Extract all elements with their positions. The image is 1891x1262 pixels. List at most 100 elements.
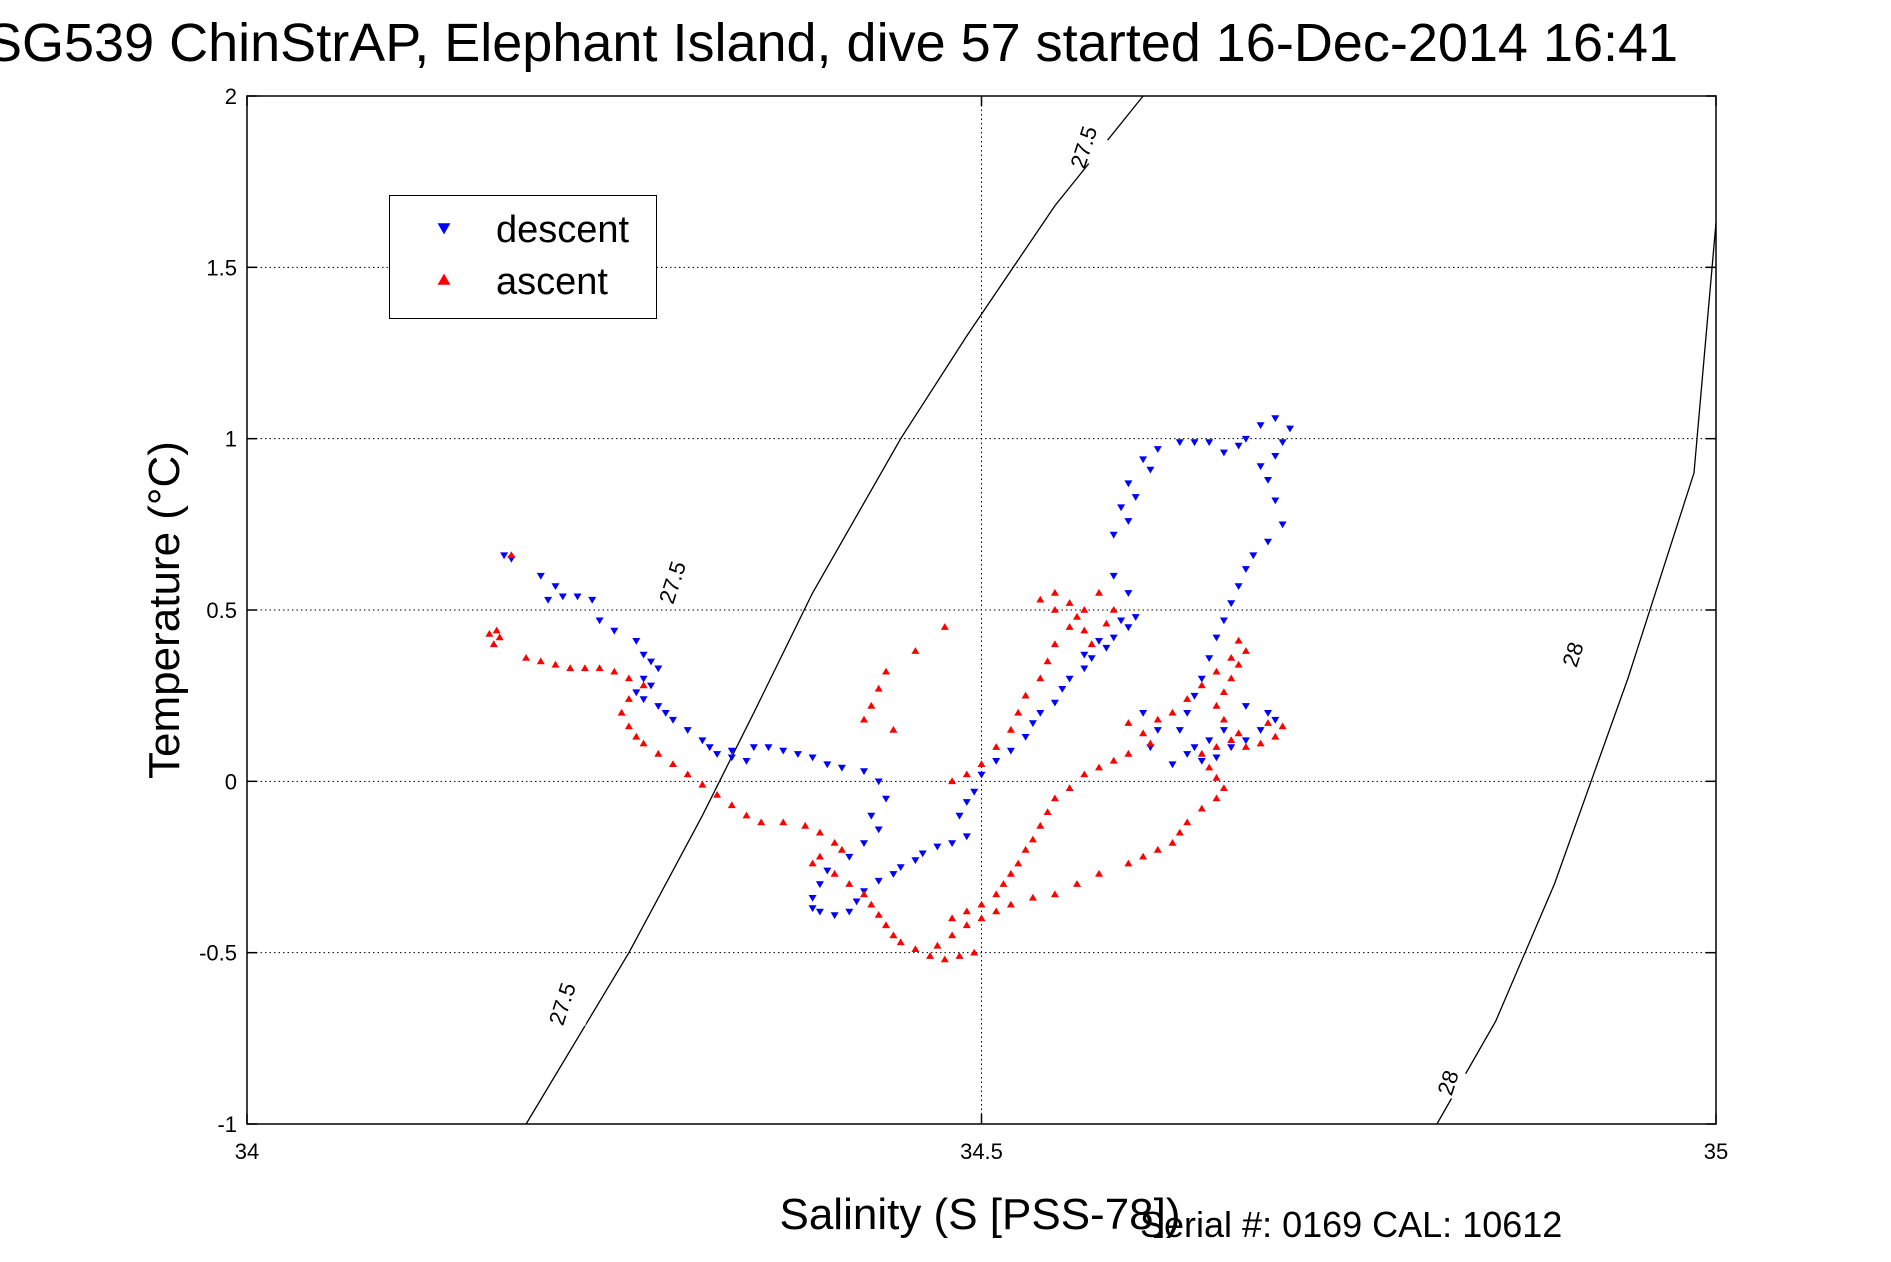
descent-point xyxy=(1271,716,1280,724)
descent-point xyxy=(852,898,861,906)
descent-point xyxy=(1241,737,1250,745)
legend-item-descent: descent xyxy=(390,208,656,254)
ascent-point xyxy=(845,880,854,887)
descent-point xyxy=(683,727,692,734)
descent-point xyxy=(1264,710,1272,717)
ascent-point xyxy=(610,667,619,675)
ascent-point xyxy=(999,880,1008,887)
ascent-point xyxy=(669,760,677,767)
ascent-point xyxy=(522,654,531,661)
ascent-point xyxy=(1168,708,1177,716)
ascent-point xyxy=(977,760,986,767)
descent-point xyxy=(1205,655,1214,662)
ascent-point xyxy=(948,931,957,939)
ascent-point xyxy=(992,890,1001,898)
ascent-point xyxy=(1021,845,1030,853)
descent-point xyxy=(500,552,509,560)
ascent-point xyxy=(896,938,905,946)
y-tick-label: -0.5 xyxy=(199,941,237,966)
descent-point xyxy=(1249,552,1258,560)
descent-point xyxy=(1219,617,1228,625)
ascent-point xyxy=(1271,732,1280,740)
isopycnal-label-bg xyxy=(1417,1060,1480,1105)
ascent-point xyxy=(1036,821,1045,829)
descent-point xyxy=(1175,439,1184,447)
ascent-point xyxy=(1212,667,1221,675)
descent-point xyxy=(610,627,619,635)
descent-point xyxy=(779,747,788,755)
ascent-point xyxy=(992,743,1001,750)
descent-point xyxy=(1087,655,1096,662)
descent-point xyxy=(874,826,883,834)
ascent-point xyxy=(911,647,920,654)
ascent-point xyxy=(1227,736,1236,743)
descent-point xyxy=(1271,453,1280,460)
descent-point xyxy=(647,658,655,666)
ascent-point xyxy=(1073,612,1081,620)
descent-point xyxy=(896,864,905,871)
ascent-point xyxy=(757,818,766,826)
ascent-point xyxy=(1241,647,1250,654)
ascent-point xyxy=(1197,804,1206,812)
descent-point xyxy=(970,788,979,796)
ascent-point xyxy=(874,911,883,918)
isopycnal-line xyxy=(525,95,1144,1125)
descent-point xyxy=(808,905,817,913)
ascent-point xyxy=(1234,660,1243,668)
descent-point xyxy=(1241,703,1250,710)
descent-point xyxy=(955,812,964,820)
descent-point xyxy=(1131,494,1140,501)
y-tick-label: 0 xyxy=(225,769,237,794)
descent-point xyxy=(705,744,714,752)
descent-point xyxy=(1271,415,1280,423)
descent-point xyxy=(830,912,839,919)
descent-point xyxy=(860,840,868,847)
ascent-point xyxy=(1256,739,1265,747)
descent-point xyxy=(654,665,663,673)
ascent-point xyxy=(495,633,504,641)
descent-point xyxy=(632,689,641,697)
ascent-point xyxy=(955,952,964,959)
x-tick-label: 35 xyxy=(1704,1139,1728,1164)
grid-lines xyxy=(247,96,1716,1124)
descent-point xyxy=(588,596,597,604)
ascent-point xyxy=(962,770,971,778)
ascent-point xyxy=(933,941,942,949)
descent-point xyxy=(933,843,942,851)
ascent-point xyxy=(683,770,692,778)
ascent-point xyxy=(926,952,935,959)
descent-point xyxy=(815,908,824,916)
descent-point xyxy=(558,593,567,601)
ascent-point xyxy=(1146,739,1155,747)
ascent-point xyxy=(1028,893,1037,901)
descent-point xyxy=(1168,761,1177,769)
ascent-point xyxy=(1043,808,1052,815)
ascent-point xyxy=(1219,688,1228,695)
ascent-point xyxy=(580,664,589,672)
ascent-point xyxy=(815,828,824,836)
descent-point xyxy=(992,758,1001,765)
ascent-point xyxy=(940,955,949,963)
descent-point xyxy=(815,881,824,889)
ascent-point xyxy=(1212,773,1221,781)
descent-point xyxy=(948,840,957,847)
ascent-point xyxy=(860,715,868,723)
descent-point xyxy=(1264,477,1272,484)
ascent-point xyxy=(1278,722,1287,730)
ascent-point xyxy=(1124,749,1133,757)
ascent-point xyxy=(1006,900,1015,908)
descent-point xyxy=(742,758,751,765)
descent-point xyxy=(1124,624,1133,632)
descent-point xyxy=(1153,727,1162,734)
descent-point xyxy=(962,833,971,841)
ascent-point xyxy=(654,749,663,757)
isopycnal-line xyxy=(1436,222,1717,1125)
ascent-point xyxy=(1212,794,1221,802)
descent-point xyxy=(845,853,854,861)
descent-point xyxy=(1241,566,1250,573)
ascent-point xyxy=(551,660,560,668)
ascent-point xyxy=(940,623,949,630)
descent-point xyxy=(793,751,802,758)
ascent-point xyxy=(713,791,722,798)
ascent-point xyxy=(860,890,868,898)
